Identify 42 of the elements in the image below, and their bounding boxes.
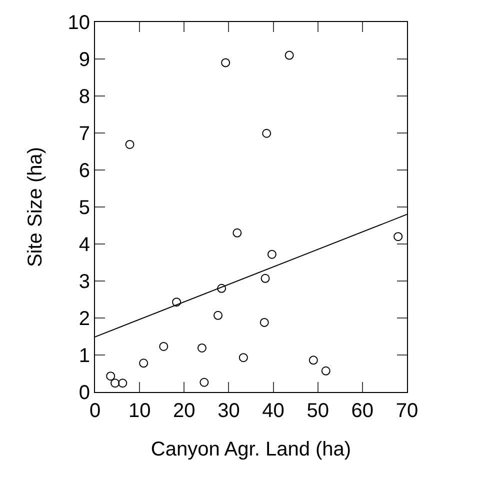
y-tick-label: 9 [78, 49, 90, 71]
y-tick-label: 10 [68, 12, 90, 34]
point [394, 232, 403, 242]
y-tick-label: 7 [78, 123, 90, 145]
point [217, 284, 226, 293]
point [238, 353, 248, 362]
point [232, 228, 242, 238]
y-tick-label: 1 [78, 345, 90, 367]
x-tick-label: 70 [396, 400, 418, 422]
point [139, 358, 148, 368]
point [125, 140, 134, 149]
x-tick-label: 30 [218, 400, 240, 422]
point [284, 50, 294, 60]
point [200, 378, 209, 387]
point [172, 298, 182, 307]
point [214, 310, 223, 320]
point [308, 356, 318, 365]
x-axis-title: Canyon Agr. Land (ha) [150, 438, 352, 460]
point [260, 274, 270, 283]
point [110, 378, 120, 388]
y-tick-label: 4 [78, 234, 90, 256]
y-tick-label: 2 [78, 308, 90, 330]
point [221, 58, 230, 68]
point [267, 250, 276, 259]
point [118, 378, 128, 388]
point [106, 372, 116, 381]
point [159, 342, 168, 351]
point [262, 128, 272, 138]
point [197, 343, 206, 352]
point [260, 318, 269, 327]
y-tick-label: 6 [78, 160, 90, 182]
y-tick-label: 0 [78, 382, 90, 404]
x-tick-label: 10 [128, 400, 151, 422]
point [321, 366, 330, 376]
x-tick-label: 50 [306, 400, 329, 422]
y-tick-label: 5 [78, 197, 90, 219]
y-tick-label: 8 [78, 86, 90, 108]
y-tick-label: 3 [78, 271, 90, 293]
x-tick-label: 60 [351, 400, 374, 422]
x-tick-label: 40 [262, 400, 284, 422]
x-tick-label: 20 [173, 400, 196, 422]
y-axis-title: Site Size (ha) [24, 146, 46, 268]
